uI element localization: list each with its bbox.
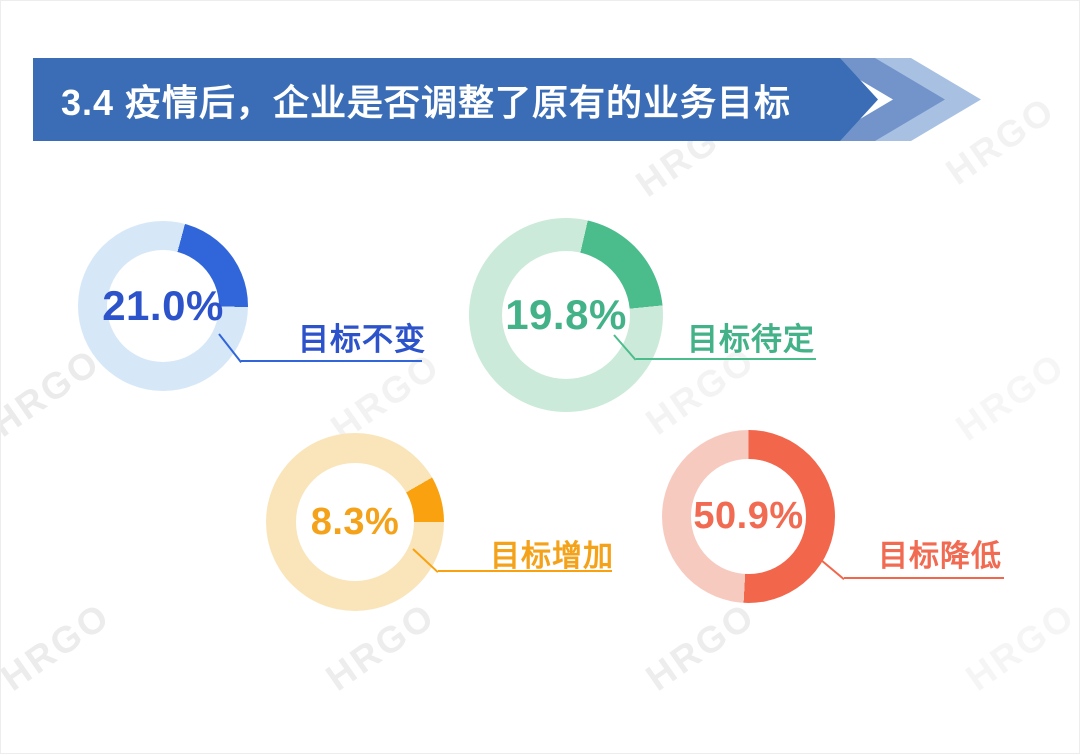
leader-line-horizontal xyxy=(844,577,1004,579)
donut-hole xyxy=(691,459,806,574)
donut-value-label: 21.0% xyxy=(102,282,224,329)
leader-line-horizontal xyxy=(636,358,816,360)
donut-value-label: 19.8% xyxy=(505,291,627,338)
donut-value-label: 50.9% xyxy=(693,495,804,537)
category-label-goal-lowered: 目标降低 xyxy=(878,540,1002,573)
donut-chart-goal-increased: 8.3% xyxy=(266,433,444,611)
category-label-goal-increased: 目标增加 xyxy=(490,540,614,573)
category-label-goal-unchanged: 目标不变 xyxy=(298,322,426,357)
donut-hole xyxy=(296,463,414,581)
section-title: 3.4 疫情后，企业是否调整了原有的业务目标 xyxy=(61,81,792,123)
donut-value-label: 8.3% xyxy=(310,500,400,543)
donut-chart-goal-unchanged: 21.0% xyxy=(78,221,248,391)
donut-hole xyxy=(501,250,631,380)
leader-line-horizontal xyxy=(241,360,422,362)
donut-chart-goal-lowered: 50.9% xyxy=(662,430,835,603)
section-title-banner: 3.4 疫情后，企业是否调整了原有的业务目标 xyxy=(33,58,878,141)
donut-hole xyxy=(106,249,220,363)
category-label-goal-pending: 目标待定 xyxy=(687,322,815,357)
donut-chart-goal-pending: 19.8% xyxy=(469,218,663,412)
leader-line-horizontal xyxy=(438,570,612,572)
